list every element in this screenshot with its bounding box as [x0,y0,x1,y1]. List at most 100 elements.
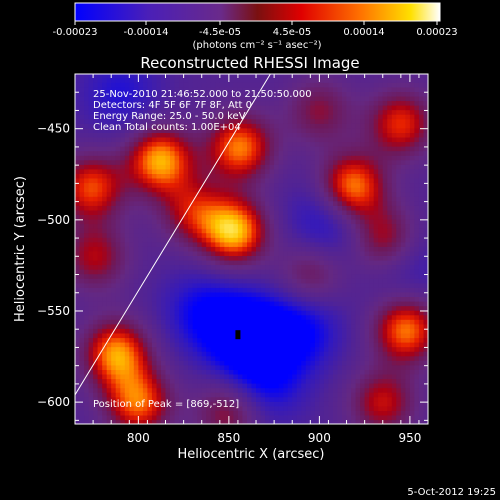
heatmap-cell [115,259,121,266]
heatmap-cell [142,264,148,270]
heatmap-cell [111,250,117,256]
heatmap-cell [256,95,262,102]
heatmap-cell [237,323,243,329]
heatmap-cell [165,91,171,97]
heatmap-cell [278,241,284,247]
heatmap-cell [292,414,298,421]
heatmap-cell [106,150,112,156]
heatmap-cell [351,383,357,389]
heatmap-cell [215,342,221,348]
heatmap-cell [242,373,248,380]
heatmap-cell [251,200,257,206]
heatmap-cell [93,387,99,393]
heatmap-cell [161,259,167,266]
heatmap-cell [287,100,293,106]
heatmap-cell [278,301,284,307]
heatmap-cell [251,191,257,197]
heatmap-cell [93,323,99,329]
heatmap-cell [269,132,275,138]
heatmap-cell [192,209,198,215]
heatmap-cell [301,241,307,247]
heatmap-cell [192,123,198,129]
heatmap-cell [124,187,130,193]
heatmap-cell [265,396,271,402]
heatmap-cell [174,396,180,402]
heatmap-cell [210,378,216,384]
heatmap-cell [260,378,266,384]
heatmap-cell [333,360,339,366]
heatmap-cell [233,305,239,311]
heatmap-cell [323,346,329,352]
heatmap-cell [147,74,153,79]
heatmap-cell [115,77,121,83]
heatmap-cell [305,74,311,79]
heatmap-cell [301,282,307,288]
heatmap-cell [342,269,348,275]
heatmap-cell [305,419,311,424]
heatmap-cell [260,264,266,270]
heatmap-cell [337,346,343,352]
heatmap-cell [188,77,194,83]
heatmap-cell [197,259,203,266]
heatmap-cell [265,182,271,188]
heatmap-cell [151,214,157,220]
heatmap-cell [265,323,271,329]
heatmap-cell [138,396,144,402]
heatmap-cell [305,127,311,133]
heatmap-cell [328,278,334,284]
heatmap-cell [88,351,94,357]
heatmap-cell [133,82,139,88]
heatmap-cell [75,164,81,170]
heatmap-cell [269,264,275,270]
heatmap-cell [133,264,139,270]
heatmap-cell [310,218,316,225]
heatmap-cell [337,369,343,375]
heatmap-cell [360,405,366,411]
heatmap-cell [102,369,108,375]
heatmap-cell [251,310,257,316]
heatmap-cell [138,401,144,407]
heatmap-cell [201,141,207,147]
heatmap-cell [133,237,139,243]
heatmap-cell [84,246,90,252]
heatmap-cell [346,419,352,424]
heatmap-cell [147,105,153,111]
heatmap-cell [265,337,271,343]
heatmap-cell [224,177,230,184]
heatmap-cell [305,150,311,156]
heatmap-cell [224,387,230,393]
heatmap-cell [233,205,239,211]
heatmap-cell [328,132,334,138]
heatmap-cell [156,287,162,293]
heatmap-cell [228,209,234,215]
heatmap-cell [147,360,153,366]
heatmap-cell [301,373,307,380]
heatmap-cell [161,200,167,206]
heatmap-cell [328,155,334,161]
heatmap-cell [269,114,275,120]
heatmap-cell [201,86,207,92]
heatmap-cell [247,410,253,416]
heatmap-cell [129,378,135,384]
heatmap-cell [97,205,103,211]
heatmap-cell [346,246,352,252]
heatmap-cell [265,282,271,288]
heatmap-cell [115,387,121,393]
heatmap-cell [188,414,194,421]
heatmap-cell [292,237,298,243]
heatmap-cell [93,91,99,97]
heatmap-cell [287,351,293,357]
heatmap-cell [206,132,212,138]
heatmap-cell [124,114,130,120]
heatmap-cell [111,264,117,270]
heatmap-cell [201,410,207,416]
heatmap-cell [292,118,298,124]
heatmap-cell [310,250,316,256]
heatmap-cell [233,182,239,188]
heatmap-cell [251,218,257,225]
heatmap-cell [170,82,176,88]
heatmap-cell [120,155,126,161]
heatmap-cell [111,342,117,348]
heatmap-cell [228,360,234,366]
heatmap-cell [278,369,284,375]
